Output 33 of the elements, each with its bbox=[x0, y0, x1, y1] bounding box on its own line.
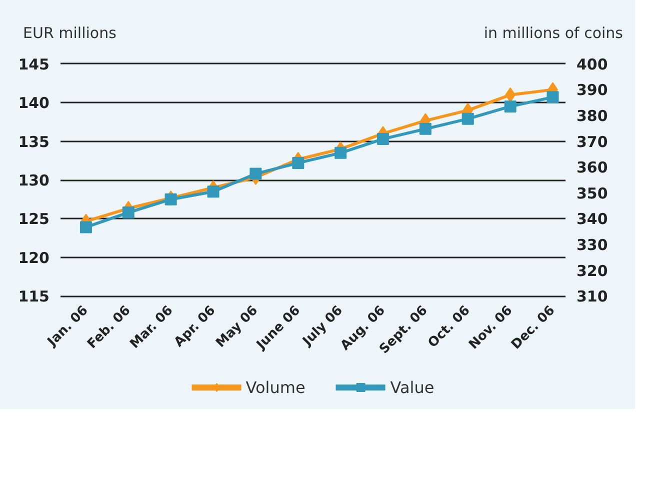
point bbox=[80, 221, 92, 234]
point bbox=[546, 91, 559, 104]
point bbox=[419, 122, 432, 135]
y2-tick-label: 390 bbox=[576, 81, 608, 100]
y-tick-label: 135 bbox=[18, 132, 50, 151]
y2-tick-label: 380 bbox=[576, 106, 608, 125]
y-tick-label: 125 bbox=[18, 210, 50, 228]
point bbox=[462, 112, 474, 125]
point bbox=[122, 206, 134, 219]
y2-tick-label: 340 bbox=[576, 210, 608, 228]
y2-tick-label: 370 bbox=[576, 132, 608, 151]
point bbox=[377, 132, 390, 145]
y2-tick-label: 350 bbox=[576, 184, 608, 202]
y-tick-label: 140 bbox=[18, 94, 50, 112]
legend-label: Volume bbox=[246, 378, 306, 396]
y-tick-label: 130 bbox=[18, 172, 50, 190]
point bbox=[292, 156, 304, 169]
point bbox=[334, 146, 347, 159]
point bbox=[504, 100, 516, 112]
y2-axis-title: in millions of coins bbox=[484, 23, 623, 44]
point bbox=[164, 193, 177, 206]
y-tick-label: 115 bbox=[18, 288, 50, 306]
y2-tick-label: 320 bbox=[576, 262, 608, 280]
y2-tick-label: 360 bbox=[576, 158, 608, 177]
point bbox=[250, 168, 262, 180]
y-tick-label: 120 bbox=[18, 248, 50, 267]
legend-label: Value bbox=[390, 378, 434, 396]
y-tick-label: 145 bbox=[18, 55, 50, 74]
y2-tick-label: 400 bbox=[576, 55, 608, 74]
point bbox=[207, 186, 220, 198]
y2-tick-label: 310 bbox=[576, 288, 608, 306]
y-axis-title: EUR millions bbox=[23, 23, 116, 44]
y2-tick-label: 330 bbox=[576, 236, 608, 254]
